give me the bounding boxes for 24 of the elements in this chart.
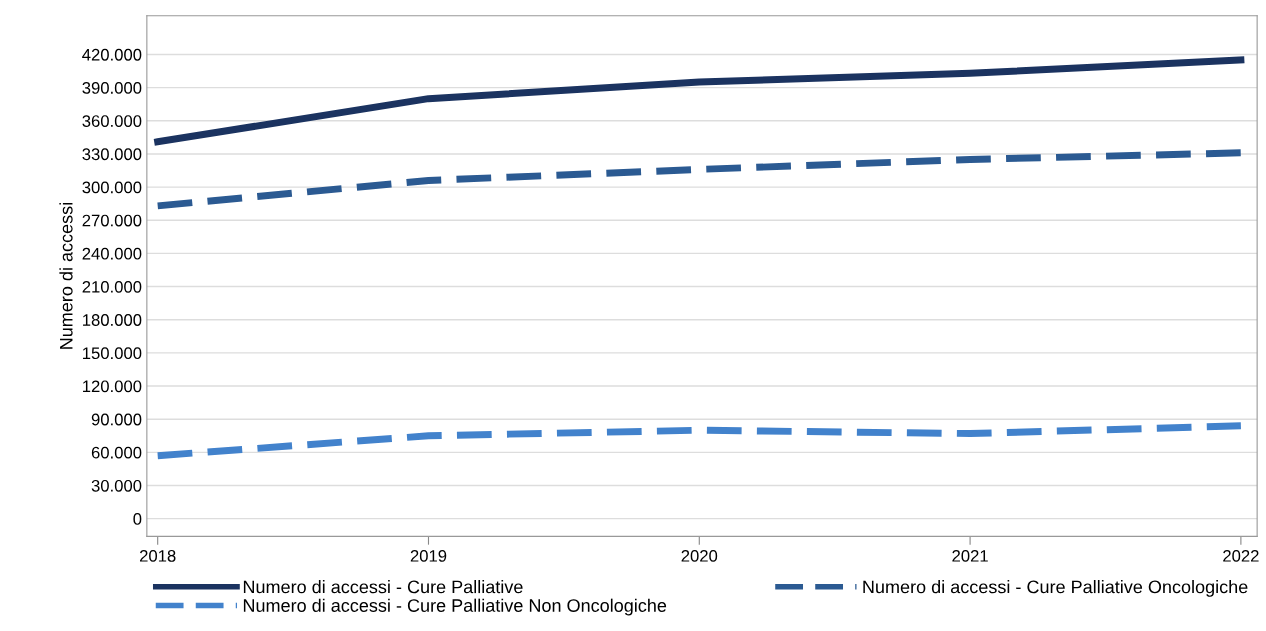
legend-label: Numero di accessi - Cure Palliative Non Oncologiche [243, 598, 667, 616]
y-tick-label: 270.000 [82, 214, 142, 227]
y-tick-label: 210.000 [82, 280, 142, 293]
x-tick-label: 2018 [139, 549, 176, 562]
y-tick-label: 390.000 [82, 82, 142, 94]
y-tick-label: 150.000 [83, 347, 142, 360]
y-tick-label: 360.000 [82, 115, 142, 127]
y-tick-label: 120.000 [83, 380, 142, 393]
x-tick-label: 2019 [410, 549, 447, 562]
legend-label: Numero di accessi - Cure Palliative [243, 580, 523, 594]
x-tick-label: 2022 [1223, 549, 1259, 562]
y-tick-label: 300.000 [82, 181, 142, 194]
x-tick-label: 2020 [681, 549, 718, 562]
x-tick-label: 2021 [952, 549, 988, 562]
y-axis-title: Numero di accessi [59, 203, 73, 349]
y-tick-label: 30.000 [91, 479, 142, 492]
y-tick-label: 0 [133, 513, 142, 525]
y-tick-label: 420.000 [82, 48, 142, 61]
y-tick-label: 180.000 [83, 314, 142, 326]
y-tick-label: 240.000 [82, 247, 142, 260]
y-tick-label: 330.000 [82, 148, 142, 161]
y-tick-label: 60.000 [91, 446, 142, 459]
y-tick-label: 90.000 [91, 413, 142, 426]
legend-label: Numero di accessi - Cure Palliative Oncologiche [863, 580, 1248, 597]
